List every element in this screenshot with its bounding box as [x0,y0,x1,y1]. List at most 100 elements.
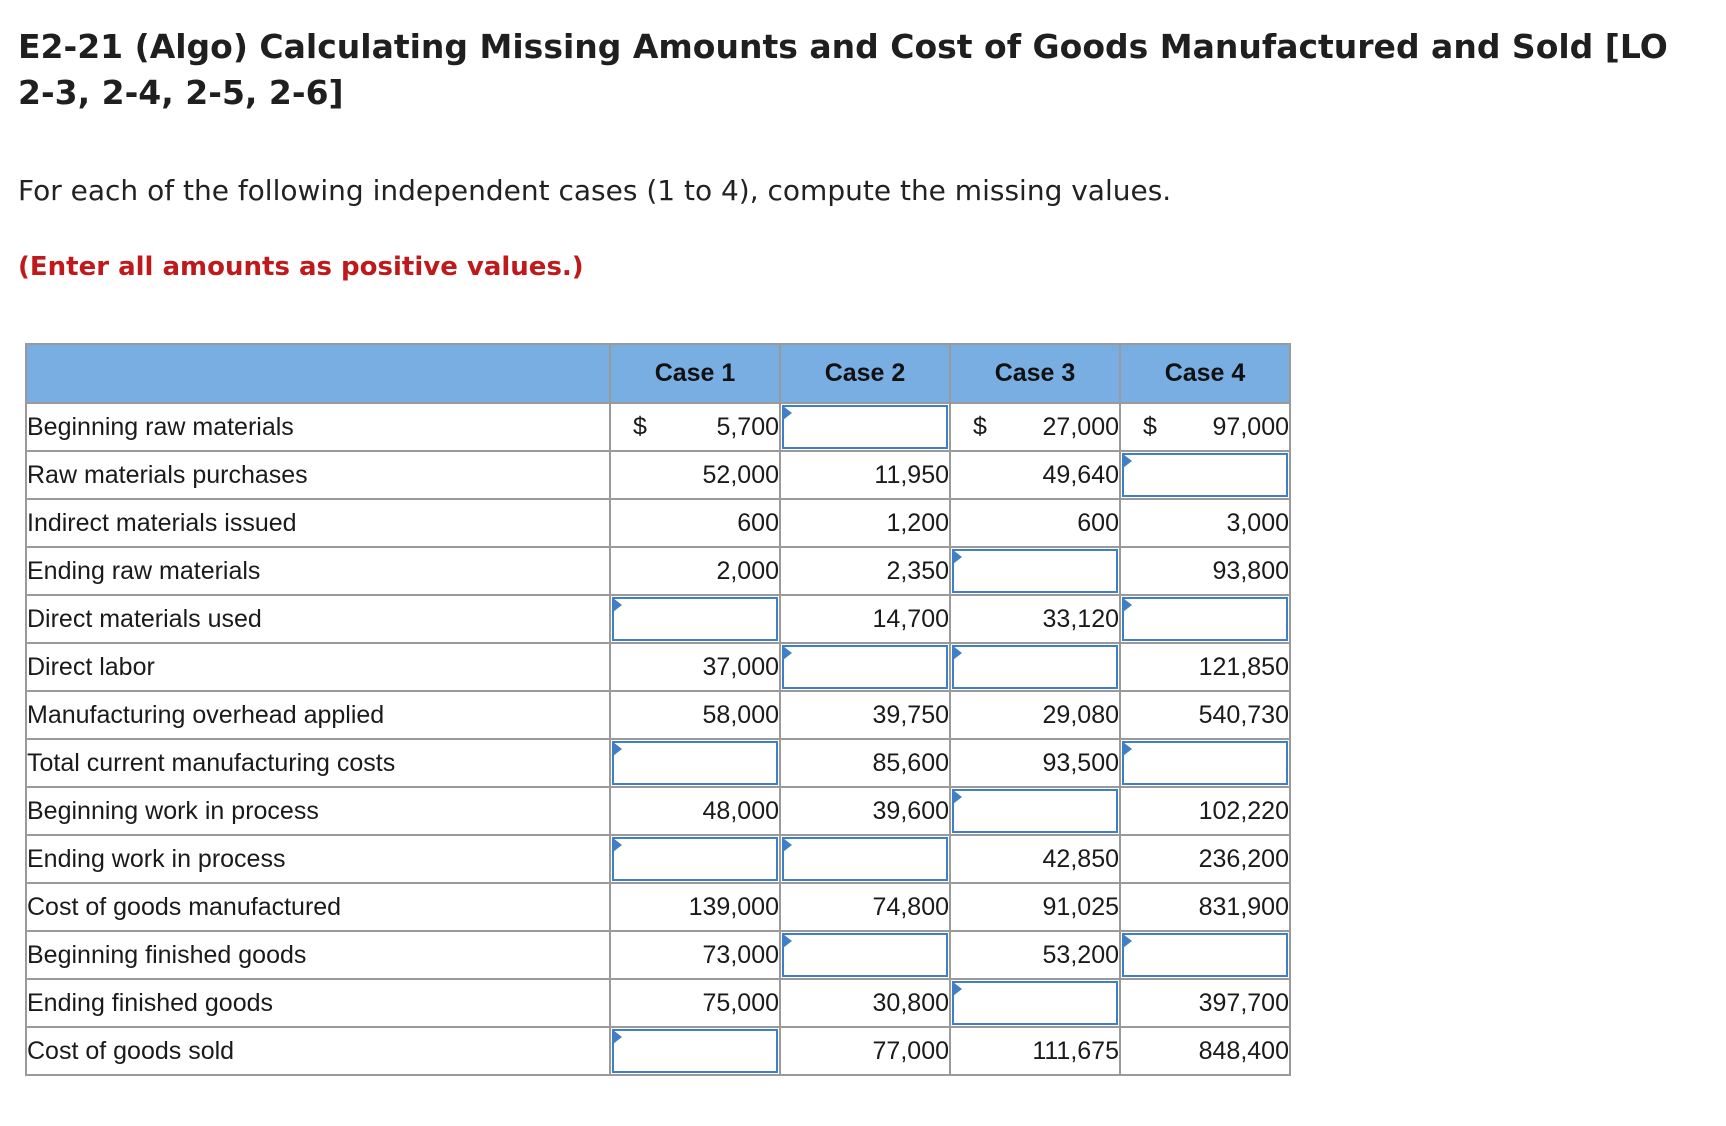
cell-value: 39,600 [872,796,949,825]
value-cell: $97,000 [1119,402,1291,452]
answer-input[interactable] [782,645,948,689]
answer-cell [609,834,781,884]
table-row: Direct labor 37,000 121,850 [25,642,1291,692]
cell-value: 102,220 [1198,796,1289,825]
value-cell: 600 [609,498,781,548]
cell-value: 48,000 [702,796,779,825]
value-cell: 49,640 [949,450,1121,500]
dollar-sign: $ [1143,412,1157,441]
cell-value: 1,200 [886,508,949,537]
value-cell: 42,850 [949,834,1121,884]
answer-input[interactable] [952,645,1118,689]
answer-input[interactable] [1122,741,1288,785]
answer-cell [949,546,1121,596]
value-cell: 91,025 [949,882,1121,932]
row-label: Ending raw materials [25,546,611,596]
value-cell: 848,400 [1119,1026,1291,1076]
value-cell: 39,750 [779,690,951,740]
value-cell: 77,000 [779,1026,951,1076]
cell-value: 2,000 [716,556,779,585]
cell-value: 397,700 [1198,988,1289,1017]
answer-input[interactable] [612,1029,778,1073]
value-cell: 48,000 [609,786,781,836]
value-cell: 52,000 [609,450,781,500]
answer-cell [1119,738,1291,788]
cell-value: 11,950 [874,460,949,489]
table-body: Beginning raw materials $5,700 $27,000 $97,… [25,402,1291,1076]
table-row: Beginning finished goods 73,000 53,200 [25,930,1291,980]
row-label: Raw materials purchases [25,450,611,500]
value-cell: 2,000 [609,546,781,596]
cell-value: 14,700 [872,604,949,633]
cell-value: 52,000 [702,460,779,489]
answer-input[interactable] [952,789,1118,833]
value-cell: 85,600 [779,738,951,788]
cell-value: 97,000 [1212,412,1289,441]
cell-value: 42,850 [1042,844,1119,873]
value-cell: 111,675 [949,1026,1121,1076]
value-cell: 53,200 [949,930,1121,980]
answer-input[interactable] [782,837,948,881]
value-cell: 14,700 [779,594,951,644]
cell-value: 2,350 [886,556,949,585]
answer-input[interactable] [1122,453,1288,497]
cell-value: 77,000 [872,1036,949,1065]
row-label: Cost of goods manufactured [25,882,611,932]
row-label: Cost of goods sold [25,1026,611,1076]
cell-value: 85,600 [872,748,949,777]
value-cell: 397,700 [1119,978,1291,1028]
cell-value: 3,000 [1226,508,1289,537]
column-header-case-1: Case 1 [609,343,781,404]
answer-cell [949,642,1121,692]
cell-value: 53,200 [1042,940,1119,969]
table-row: Ending raw materials 2,000 2,350 93,800 [25,546,1291,596]
cell-value: 73,000 [702,940,779,969]
cell-value: 111,675 [1032,1036,1119,1065]
value-cell: 30,800 [779,978,951,1028]
answer-input[interactable] [782,405,948,449]
cases-table: Case 1 Case 2 Case 3 Case 4 Beginning ra… [25,343,1291,1076]
cell-value: 58,000 [702,700,779,729]
cell-value: 540,730 [1198,700,1289,729]
answer-cell [1119,450,1291,500]
value-cell: $5,700 [609,402,781,452]
answer-input[interactable] [612,741,778,785]
cell-value: 91,025 [1042,892,1119,921]
value-cell: 93,800 [1119,546,1291,596]
value-cell: 58,000 [609,690,781,740]
table-row: Manufacturing overhead applied 58,000 39,7… [25,690,1291,740]
instructions-text: For each of the following independent ca… [18,174,1172,207]
cell-value: 30,800 [872,988,949,1017]
value-cell: 73,000 [609,930,781,980]
cell-value: 37,000 [702,652,779,681]
value-cell: 33,120 [949,594,1121,644]
value-cell: 102,220 [1119,786,1291,836]
cell-value: 5,700 [716,412,779,441]
value-cell: 37,000 [609,642,781,692]
table-row: Raw materials purchases 52,000 11,950 49,64… [25,450,1291,500]
row-label: Beginning work in process [25,786,611,836]
answer-input[interactable] [1122,933,1288,977]
value-cell: $27,000 [949,402,1121,452]
table-row: Ending finished goods 75,000 30,800 397,700 [25,978,1291,1028]
answer-cell [779,642,951,692]
value-cell: 121,850 [1119,642,1291,692]
value-cell: 29,080 [949,690,1121,740]
answer-input[interactable] [612,597,778,641]
value-cell: 540,730 [1119,690,1291,740]
table-row: Beginning work in process 48,000 39,600 102… [25,786,1291,836]
answer-input[interactable] [612,837,778,881]
cell-value: 49,640 [1042,460,1119,489]
row-label: Ending work in process [25,834,611,884]
value-cell: 236,200 [1119,834,1291,884]
answer-input[interactable] [1122,597,1288,641]
cell-value: 121,850 [1198,652,1289,681]
answer-input[interactable] [952,981,1118,1025]
answer-input[interactable] [782,933,948,977]
row-label: Beginning raw materials [25,402,611,452]
answer-input[interactable] [952,549,1118,593]
cell-value: 831,900 [1198,892,1289,921]
cell-value: 139,000 [688,892,779,921]
cell-value: 29,080 [1042,700,1119,729]
value-cell: 93,500 [949,738,1121,788]
